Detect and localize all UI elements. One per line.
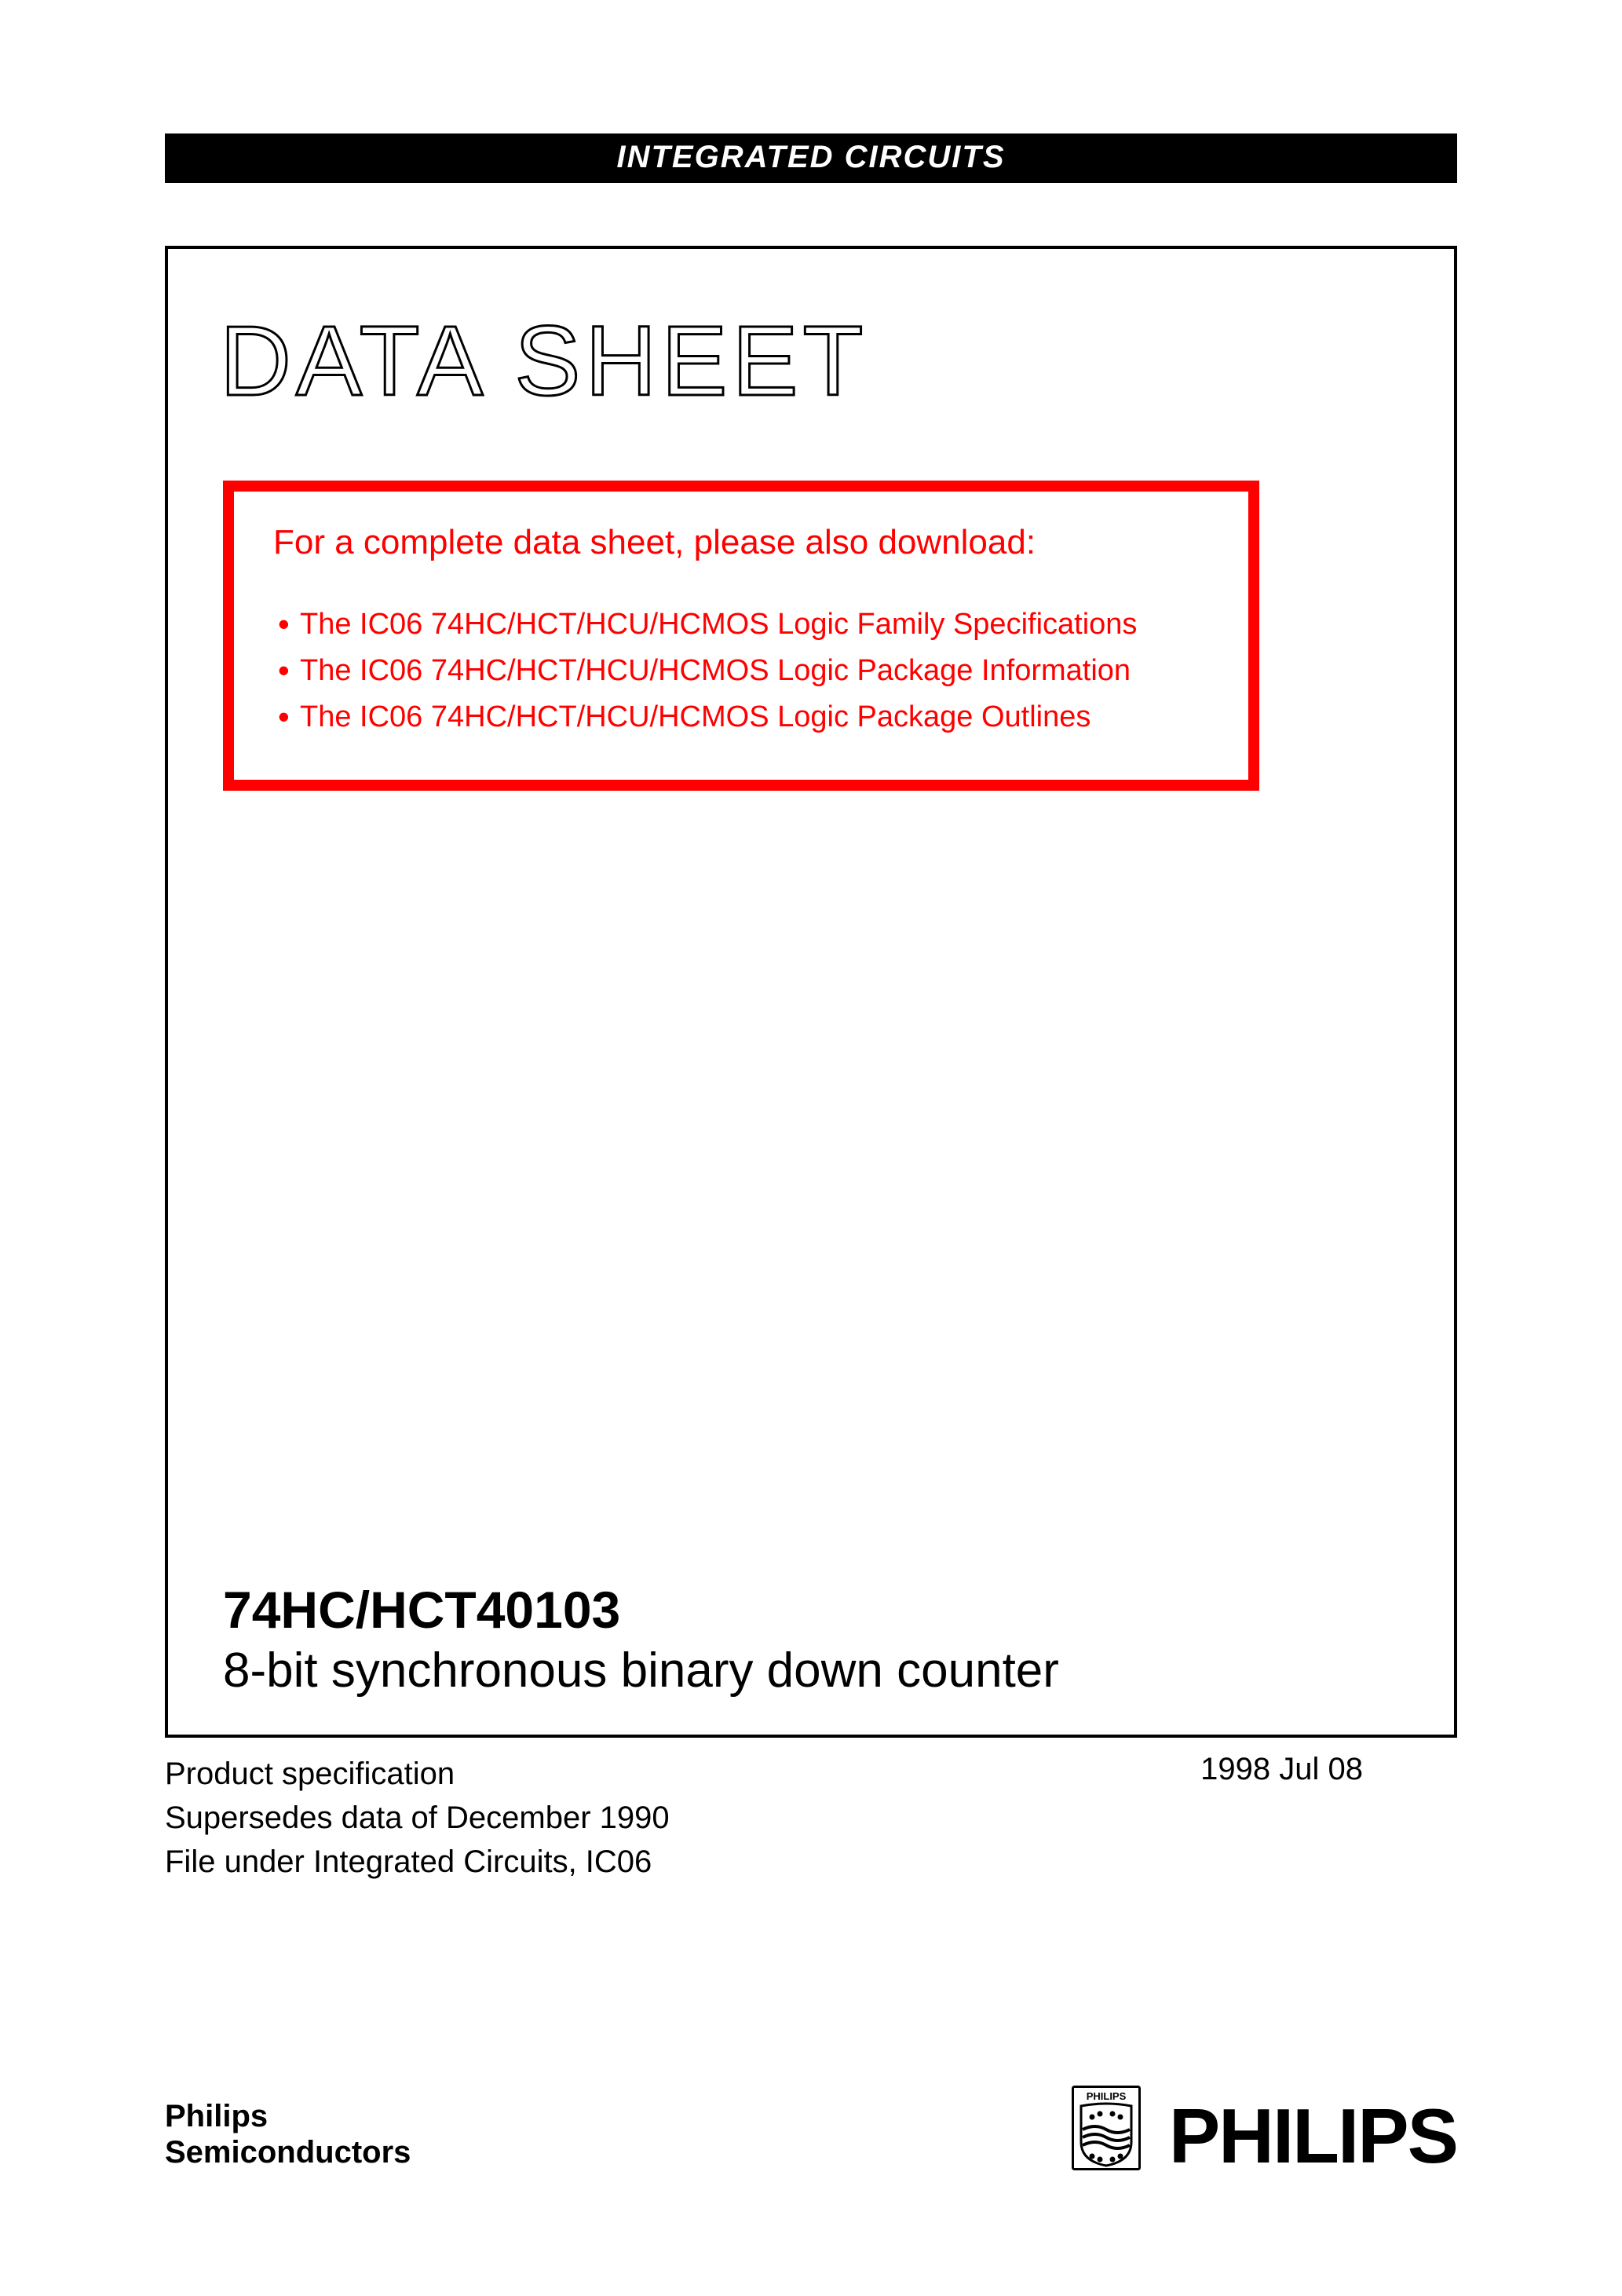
footer-company-name: Philips Semiconductors	[165, 2098, 411, 2170]
spec-lines: Product specification Supersedes data of…	[165, 1752, 670, 1884]
spec-line: Supersedes data of December 1990	[165, 1796, 670, 1840]
philips-shield-icon: PHILIPS	[1072, 2086, 1141, 2170]
spec-line: Product specification	[165, 1752, 670, 1796]
footer-line: Philips	[165, 2098, 411, 2134]
spec-date: 1998 Jul 08	[1200, 1752, 1457, 1787]
footer-logo-group: PHILIPS PHILIPS	[1072, 2086, 1457, 2170]
part-description: 8-bit synchronous binary down counter	[223, 1643, 1407, 1698]
spec-info-row: Product specification Supersedes data of…	[165, 1752, 1457, 1884]
header-bar: INTEGRATED CIRCUITS	[165, 133, 1457, 183]
download-notice-heading: For a complete data sheet, please also d…	[273, 523, 1209, 562]
download-item: The IC06 74HC/HCT/HCU/HCMOS Logic Packag…	[278, 648, 1209, 694]
data-sheet-title: DATA SHEET	[220, 304, 1407, 418]
svg-text:PHILIPS: PHILIPS	[1087, 2090, 1127, 2102]
download-notice-box: For a complete data sheet, please also d…	[223, 481, 1259, 791]
spec-line: File under Integrated Circuits, IC06	[165, 1840, 670, 1884]
product-block: 74HC/HCT40103 8-bit synchronous binary d…	[223, 1580, 1407, 1698]
download-item: The IC06 74HC/HCT/HCU/HCMOS Logic Family…	[278, 601, 1209, 648]
footer-line: Semiconductors	[165, 2134, 411, 2170]
philips-wordmark: PHILIPS	[1169, 2101, 1457, 2170]
part-number: 74HC/HCT40103	[223, 1580, 1407, 1640]
footer-row: Philips Semiconductors PHILIPS PHILIPS	[165, 2086, 1457, 2170]
download-item: The IC06 74HC/HCT/HCU/HCMOS Logic Packag…	[278, 694, 1209, 740]
main-content-box: DATA SHEET For a complete data sheet, pl…	[165, 246, 1457, 1738]
download-notice-list: The IC06 74HC/HCT/HCU/HCMOS Logic Family…	[273, 601, 1209, 740]
